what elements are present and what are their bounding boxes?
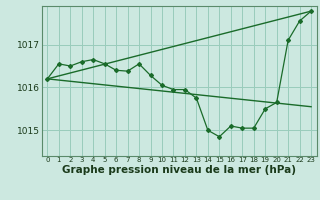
X-axis label: Graphe pression niveau de la mer (hPa): Graphe pression niveau de la mer (hPa)	[62, 165, 296, 175]
